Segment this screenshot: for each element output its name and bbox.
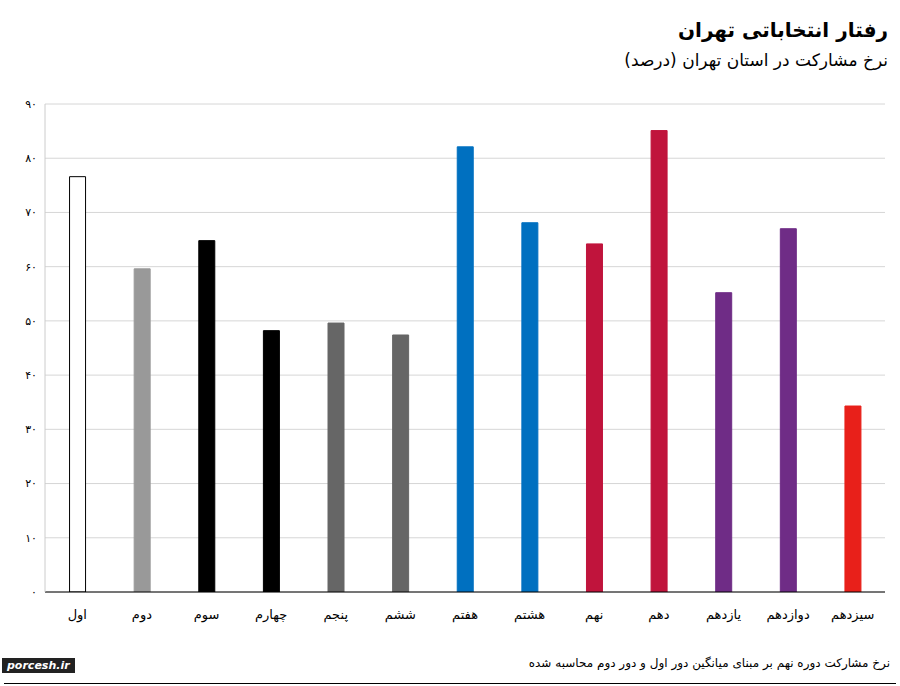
svg-text:پنجم: پنجم — [323, 607, 348, 623]
svg-text:دوم: دوم — [132, 607, 152, 623]
svg-text:۵۰: ۵۰ — [25, 315, 37, 328]
svg-text:۲۰: ۲۰ — [25, 477, 37, 490]
html-text:نرخ مشارکت در استان تهران (درص: نرخ مشارکت در استان تهران (درصد) — [624, 50, 888, 70]
svg-text:چهارم: چهارم — [255, 607, 287, 623]
svg-text:۱۰: ۱۰ — [25, 532, 37, 545]
svg-text:سوم: سوم — [194, 607, 220, 623]
svg-text:هشتم: هشتم — [514, 607, 545, 623]
svg-text:سیزدهم: سیزدهم — [831, 607, 874, 623]
svg-text:یازدهم: یازدهم — [706, 607, 742, 623]
svg-text:۳۰: ۳۰ — [25, 423, 37, 436]
html-text:نرخ مشارکت دوره نهم بر مبنای م: نرخ مشارکت دوره نهم بر مبنای میانگین دور… — [528, 656, 890, 670]
svg-text:دهم: دهم — [648, 607, 670, 623]
html-text:رفتار انتخاباتی تهران: رفتار انتخاباتی تهران — [678, 18, 888, 42]
svg-text:۹۰: ۹۰ — [25, 98, 37, 111]
svg-text:ششم: ششم — [385, 607, 416, 623]
svg-text:اول: اول — [68, 607, 87, 623]
svg-text:۷۰: ۷۰ — [25, 206, 37, 219]
svg-text:نهم: نهم — [585, 607, 603, 623]
svg-text:هفتم: هفتم — [452, 607, 478, 623]
svg-text:۸۰: ۸۰ — [25, 152, 37, 165]
svg-text:۶۰: ۶۰ — [25, 261, 37, 274]
svg-text:۰: ۰ — [31, 586, 37, 599]
svg-text:۴۰: ۴۰ — [25, 369, 37, 382]
svg-text:دوازدهم: دوازدهم — [766, 607, 809, 623]
html-text:porcesh.ir: porcesh.ir — [7, 659, 70, 672]
